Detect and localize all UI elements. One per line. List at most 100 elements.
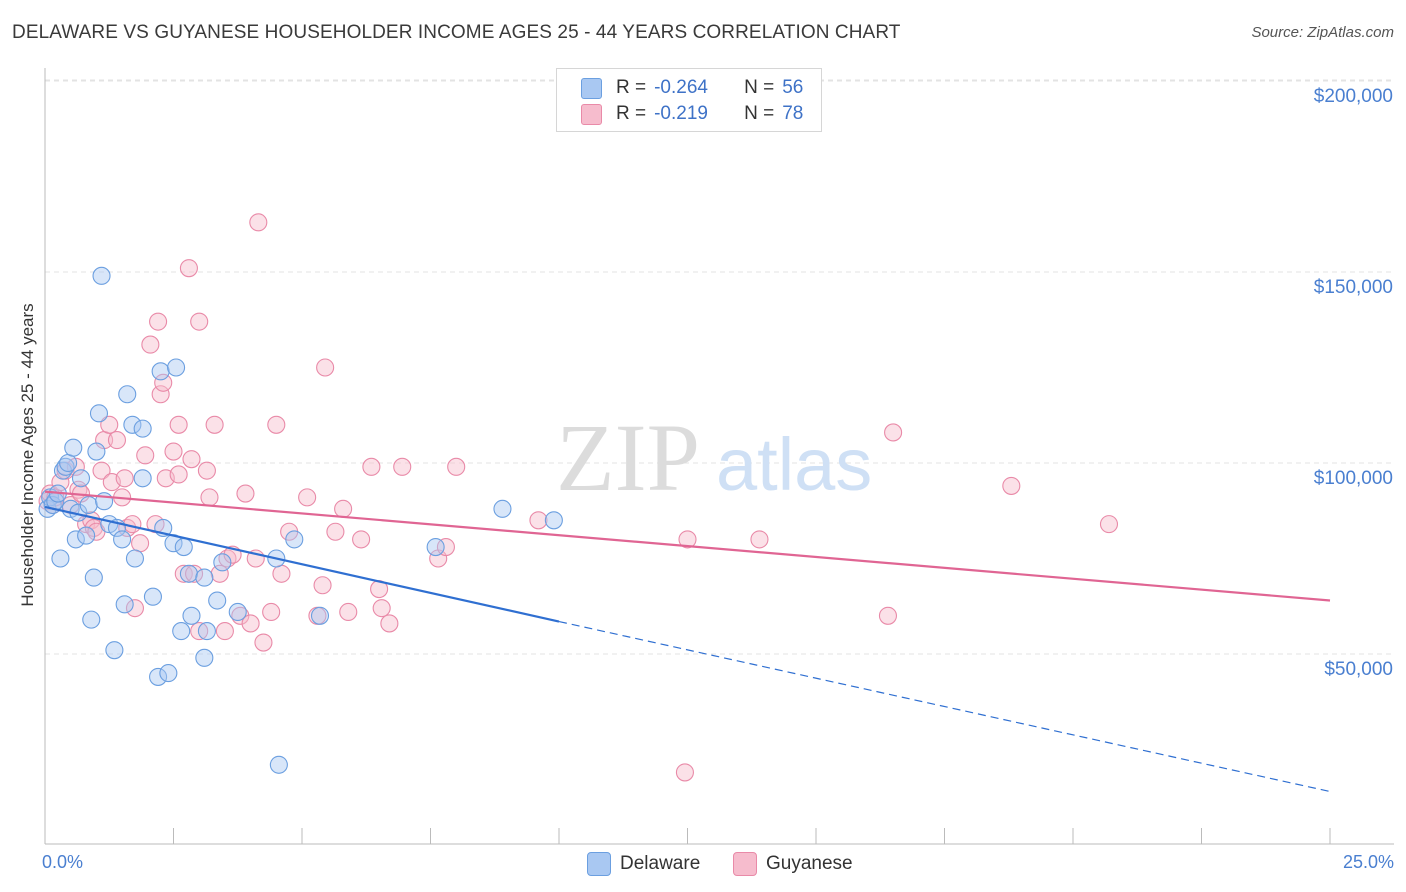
guyanese-point [267, 415, 286, 434]
guyanese-point [334, 499, 353, 518]
delaware-point [151, 362, 170, 381]
delaware-point [143, 587, 162, 606]
guyanese-point [149, 312, 168, 331]
axes [44, 68, 1394, 845]
delaware-point [118, 385, 137, 404]
guyanese-point [529, 511, 548, 530]
r-value: -0.219 [654, 103, 708, 124]
delaware-point [195, 568, 214, 587]
watermark: ZIP atlas [556, 404, 872, 511]
grid-lines [45, 79, 1394, 655]
delaware-point [89, 404, 109, 423]
delaware-point [285, 530, 304, 549]
chart-title: DELAWARE VS GUYANESE HOUSEHOLDER INCOME … [12, 22, 901, 43]
guyanese-point [141, 335, 160, 354]
guyanese-point [1002, 476, 1021, 495]
guyanese-point [131, 534, 150, 553]
guyanese-point [169, 415, 188, 434]
guyanese-point [878, 606, 898, 625]
delaware-point [79, 495, 98, 515]
delaware-point [269, 755, 288, 774]
guyanese-point [678, 530, 697, 549]
guyanese-point [190, 312, 209, 331]
delaware-point [113, 530, 132, 549]
delaware-point [59, 453, 78, 473]
watermark-atlas: atlas [716, 423, 872, 506]
y-axis-label: Householder Income Ages 25 - 44 years [18, 303, 37, 607]
guyanese-point [154, 373, 173, 392]
guyanese-point [372, 599, 391, 618]
guyanese-point [197, 461, 216, 480]
n-value: 56 [782, 77, 804, 98]
correlation-legend: R = -0.264 N = 56 R = -0.219 N = 78 [556, 68, 822, 132]
delaware-point [92, 266, 111, 285]
guyanese-point [185, 564, 204, 583]
guyanese-point [125, 599, 144, 618]
delaware-point [179, 564, 198, 583]
guyanese-swatch [581, 103, 602, 125]
guyanese-point [200, 488, 219, 507]
delaware-point [310, 606, 330, 625]
guyanese-legend-label: Guyanese [766, 853, 853, 874]
guyanese-point [174, 564, 193, 583]
guyanese-point [164, 442, 183, 461]
guyanese-point [884, 423, 903, 442]
guyanese-point [380, 614, 399, 633]
guyanese-point [262, 602, 281, 622]
guyanese-legend-swatch [733, 852, 757, 876]
guyanese-point [675, 763, 694, 782]
guyanese-point [298, 488, 317, 507]
delaware-point [51, 549, 70, 568]
delaware-legend-label: Delaware [620, 853, 701, 874]
guyanese-point [210, 564, 229, 583]
delaware-point [149, 667, 168, 686]
guyanese-point [352, 530, 371, 549]
guyanese-point [362, 457, 381, 476]
trend-lines [44, 490, 1331, 793]
guyanese-point [169, 465, 188, 484]
delaware-point [64, 438, 83, 457]
delaware-point [71, 469, 91, 488]
x-tick-label-max: 25.0% [1342, 852, 1394, 872]
guyanese-point [339, 602, 358, 622]
n-label: N = [744, 77, 775, 98]
y-tick-label-50000: $50,000 [1324, 659, 1393, 680]
guyanese-point [100, 415, 119, 434]
guyanese-point [92, 461, 111, 480]
guyanese-trend-line [44, 490, 1331, 602]
n-label: N = [744, 103, 775, 124]
guyanese-point [316, 358, 335, 377]
delaware-point [123, 415, 142, 434]
delaware-point [208, 591, 227, 610]
delaware-point [493, 499, 512, 518]
guyanese-point [313, 576, 332, 595]
delaware-point [195, 648, 214, 667]
guyanese-point [249, 213, 268, 232]
guyanese-point [436, 537, 455, 557]
r-label: R = [616, 77, 647, 98]
legend-item-delaware[interactable]: Delaware [587, 852, 700, 876]
guyanese-point [254, 633, 273, 652]
delaware-point [133, 469, 152, 488]
delaware-point [197, 622, 216, 641]
guyanese-point [115, 469, 134, 488]
guyanese-point [179, 259, 198, 278]
delaware-legend-swatch [587, 852, 611, 876]
delaware-points [38, 266, 563, 774]
delaware-point [159, 664, 178, 683]
guyanese-point [205, 415, 224, 434]
r-label: R = [616, 103, 647, 124]
guyanese-point [447, 457, 466, 476]
delaware-point [228, 602, 247, 622]
legend-item-guyanese[interactable]: Guyanese [733, 852, 853, 876]
guyanese-point [1099, 515, 1119, 534]
guyanese-point [236, 484, 255, 503]
guyanese-point [272, 564, 291, 583]
guyanese-point [107, 431, 127, 450]
delaware-point [77, 526, 96, 545]
legend-row-guyanese: R = -0.219 N = 78 [581, 102, 803, 126]
x-tick-label-min: 0.0% [42, 852, 84, 872]
guyanese-point [215, 622, 234, 641]
delaware-point [87, 442, 106, 461]
